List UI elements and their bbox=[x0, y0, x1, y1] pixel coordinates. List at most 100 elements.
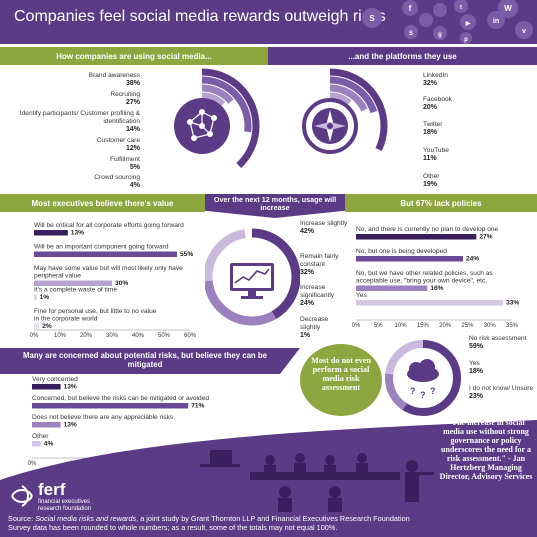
bar-label: acceptable use, "bring your own device",… bbox=[356, 278, 487, 285]
assessment-item: No risk assessment 59% bbox=[469, 335, 527, 350]
usage-item: Increase slightly 42% bbox=[300, 220, 348, 235]
linkedin-icon bbox=[487, 11, 505, 29]
bar-label: Will be an important component going for… bbox=[34, 244, 169, 251]
use-item: Identify participants/ Customer profilin… bbox=[19, 110, 140, 133]
bar-label: It's a complete waste of time bbox=[34, 287, 117, 294]
x-tick-label: 20% bbox=[439, 323, 452, 329]
use-item: Fulfillment 5% bbox=[109, 156, 140, 171]
bar-value-label: 4% bbox=[44, 441, 54, 448]
bar bbox=[356, 300, 504, 306]
title-bar bbox=[0, 0, 537, 44]
facebook-icon bbox=[402, 0, 418, 16]
x-tick-label: 5% bbox=[374, 323, 383, 329]
policy-header: But 67% lack policies bbox=[345, 194, 537, 212]
svg-text:S: S bbox=[369, 14, 375, 23]
vimeo-icon bbox=[515, 21, 533, 39]
bar-label: Very concerned bbox=[32, 376, 78, 383]
bar bbox=[32, 422, 61, 428]
bar-label: in the corporate world bbox=[34, 316, 98, 323]
usage-item: Decrease slightly 1% bbox=[300, 316, 329, 339]
meeting-scene bbox=[0, 420, 537, 512]
x-tick-label: 15% bbox=[417, 323, 430, 329]
social-icon-cloud: Sf t Win g ▶ v S p bbox=[362, 0, 533, 44]
x-tick-label: 0% bbox=[30, 333, 39, 339]
x-tick-label: 25% bbox=[461, 323, 474, 329]
bar bbox=[34, 294, 37, 300]
instagram-icon bbox=[433, 3, 447, 17]
google-icon bbox=[433, 26, 447, 40]
svg-text:S: S bbox=[409, 31, 413, 37]
bar-label: No, but we have other related policies, … bbox=[356, 270, 493, 277]
uses-network-donut bbox=[144, 68, 260, 184]
x-tick-label: 35% bbox=[506, 323, 519, 329]
bar bbox=[356, 234, 477, 240]
ferf-logo-name: ferf bbox=[38, 480, 66, 499]
s-icon bbox=[362, 8, 382, 28]
bar bbox=[32, 384, 61, 390]
use-item: Customer care 12% bbox=[96, 137, 140, 152]
svg-text:in: in bbox=[493, 18, 499, 25]
bar bbox=[356, 285, 428, 291]
chrome-icon bbox=[419, 13, 433, 27]
x-tick-label: 60% bbox=[184, 333, 197, 339]
skype-icon bbox=[404, 25, 418, 39]
platform-item: LinkedIn 32% bbox=[423, 72, 448, 87]
svg-text:p: p bbox=[464, 37, 468, 43]
use-item: Brand awareness 38% bbox=[88, 72, 140, 87]
bar-value-label: 27% bbox=[479, 234, 492, 241]
bar-value-label: 16% bbox=[430, 285, 443, 292]
bar-value-label: 1% bbox=[40, 294, 50, 301]
svg-text:▶: ▶ bbox=[465, 20, 471, 27]
bar bbox=[34, 230, 68, 236]
bar bbox=[32, 403, 189, 409]
bar-value-label: 13% bbox=[64, 422, 77, 429]
wordpress-icon bbox=[498, 0, 518, 18]
value-chart: Will be critical for all corporate effor… bbox=[30, 222, 197, 339]
usage-item: Increase significantly 24% bbox=[300, 284, 335, 307]
value-header: Most executives believe there's value bbox=[0, 194, 205, 212]
bar-label: Other bbox=[32, 433, 49, 440]
bar bbox=[356, 256, 463, 262]
bar-label: Concerned, but believe the risks can be … bbox=[32, 395, 209, 402]
bar bbox=[32, 441, 41, 447]
bar-value-label: 30% bbox=[115, 280, 128, 287]
youtube-icon bbox=[460, 14, 476, 30]
callout-text: Most do not even perform a social media … bbox=[311, 356, 371, 392]
bar-value-label: 55% bbox=[180, 251, 193, 258]
bar-label: May have some value but will most likely… bbox=[34, 265, 183, 272]
risk-header-bg bbox=[0, 348, 300, 374]
bar-value-label: 13% bbox=[64, 384, 77, 391]
ferf-logo-icon bbox=[11, 485, 33, 507]
risk-cloud-donut: ??? bbox=[385, 340, 461, 416]
bar-label: peripheral value bbox=[34, 273, 81, 280]
platform-item: YouTube 11% bbox=[423, 147, 449, 162]
uses-header: How companies are using social media... bbox=[0, 47, 268, 65]
svg-text:g: g bbox=[438, 32, 442, 38]
bar-label: Yes bbox=[356, 292, 367, 299]
x-tick-label: 0% bbox=[352, 323, 361, 329]
svg-text:t: t bbox=[460, 5, 462, 11]
svg-text:?: ? bbox=[420, 390, 426, 400]
bar-label: No, but one is being developed bbox=[356, 248, 447, 255]
svg-text:v: v bbox=[522, 28, 526, 35]
use-item: Crowd sourcing 4% bbox=[94, 174, 140, 189]
twitter-icon bbox=[454, 0, 468, 13]
svg-text:?: ? bbox=[410, 386, 416, 396]
bar-label: No, and there is currently no plan to de… bbox=[356, 226, 499, 233]
use-item: Recruiting 27% bbox=[110, 91, 140, 106]
x-tick-label: 10% bbox=[54, 333, 67, 339]
x-tick-label: 10% bbox=[395, 323, 408, 329]
bar-value-label: 13% bbox=[71, 230, 84, 237]
x-tick-label: 20% bbox=[80, 333, 93, 339]
x-tick-label: 30% bbox=[484, 323, 497, 329]
x-tick-label: 0% bbox=[28, 461, 37, 467]
bar-value-label: 2% bbox=[42, 323, 52, 330]
bar-value-label: 24% bbox=[466, 256, 479, 263]
callout-bubble bbox=[300, 344, 382, 416]
platform-item: Twitter 18% bbox=[423, 121, 443, 136]
bar bbox=[34, 280, 112, 286]
platforms-compass-donut bbox=[272, 68, 388, 184]
assessment-item: Yes 18% bbox=[469, 360, 484, 375]
bar-label: Will be critical for all corporate effor… bbox=[34, 222, 184, 229]
usage-monitor-graphic bbox=[205, 228, 300, 326]
